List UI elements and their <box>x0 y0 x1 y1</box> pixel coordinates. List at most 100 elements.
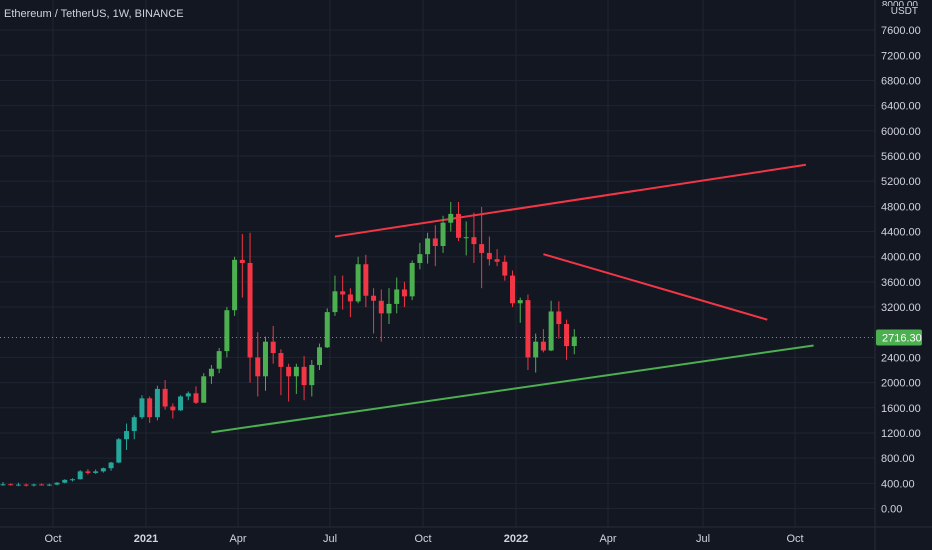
price-tick-label: 6400.00 <box>881 101 921 113</box>
candle <box>510 270 516 308</box>
descending-resistance-line <box>543 253 768 321</box>
candle-body <box>0 484 6 486</box>
price-tick-label: 4400.00 <box>881 227 921 239</box>
price-tick-label: 1200.00 <box>881 428 921 440</box>
candle-body <box>371 295 377 301</box>
price-tick-label: 1600.00 <box>881 403 921 415</box>
candle <box>355 256 361 304</box>
price-tick-label: 6000.00 <box>881 126 921 138</box>
candle-body <box>293 366 299 377</box>
candle <box>324 308 330 348</box>
candle-body <box>8 484 14 486</box>
candle-body <box>124 431 130 440</box>
candle <box>363 254 369 308</box>
candle <box>440 215 446 253</box>
candle <box>448 201 454 232</box>
grid <box>0 0 875 527</box>
price-tick-label: 0.00 <box>881 504 902 516</box>
candle-body <box>216 351 222 369</box>
candle <box>517 297 523 323</box>
candle-body <box>432 238 438 246</box>
candle <box>309 359 315 397</box>
trend-lines <box>211 163 814 434</box>
time-tick-label: Oct <box>414 533 431 545</box>
time-tick-label: 2021 <box>134 533 158 545</box>
time-tick-label: Oct <box>44 533 61 545</box>
candle-body <box>564 324 570 347</box>
candle-body <box>139 398 145 418</box>
candle <box>340 275 346 310</box>
candle-body <box>324 312 330 348</box>
candle-body <box>479 244 485 253</box>
candle <box>0 482 6 486</box>
price-tick-label: 7600.00 <box>881 25 921 37</box>
candle <box>131 415 137 440</box>
candle-body <box>23 484 29 486</box>
candle <box>239 234 245 298</box>
candle-body <box>548 311 554 351</box>
price-tick-label: 5200.00 <box>881 176 921 188</box>
candle-body <box>201 376 207 403</box>
candle <box>317 343 323 371</box>
candle <box>386 288 392 325</box>
candle <box>394 277 400 314</box>
candle <box>301 356 307 401</box>
candle-body <box>270 341 276 354</box>
candle <box>178 395 184 411</box>
scale-currency-label[interactable]: 8000.00 USDT <box>882 0 918 17</box>
candle <box>15 482 21 487</box>
candle <box>262 336 268 391</box>
candle <box>286 363 292 402</box>
candle <box>347 288 353 318</box>
candle-body <box>100 468 106 472</box>
candle-body <box>154 388 160 418</box>
candle <box>170 403 176 419</box>
candle-body <box>401 289 407 297</box>
time-tick-label: Jul <box>323 533 337 545</box>
candle-body <box>170 406 176 411</box>
candle <box>533 333 539 373</box>
candle-body <box>540 341 546 351</box>
candle <box>93 469 99 474</box>
candle <box>247 232 253 383</box>
price-tick-label: 7200.00 <box>881 50 921 62</box>
candle-body <box>409 262 415 297</box>
candle <box>139 395 145 420</box>
symbol-title: Ethereum / TetherUS, 1W, BINANCE <box>4 8 184 20</box>
candle-body <box>494 259 500 262</box>
candle <box>100 467 106 473</box>
candle-body <box>525 300 531 358</box>
candle-body <box>332 291 338 313</box>
candle <box>185 391 191 401</box>
candle-body <box>193 393 199 403</box>
candle-body <box>363 264 369 296</box>
time-tick-label: 2022 <box>504 533 528 545</box>
candle <box>270 325 276 364</box>
candle-body <box>131 417 137 432</box>
candle <box>401 281 407 308</box>
candle <box>147 396 153 423</box>
candle <box>409 260 415 301</box>
price-tick-label: 4800.00 <box>881 201 921 213</box>
candle <box>108 461 114 471</box>
time-axis[interactable]: Oct 2021 Apr Jul Oct 2022 Apr Jul Oct <box>0 526 932 545</box>
candle-body <box>278 353 284 367</box>
support-line <box>211 344 814 434</box>
candle-body <box>517 300 523 304</box>
price-tick-label: 400.00 <box>881 478 915 490</box>
candle <box>540 329 546 353</box>
price-tick-label: 5600.00 <box>881 151 921 163</box>
price-tick-label: 2000.00 <box>881 378 921 390</box>
candle <box>432 225 438 267</box>
candle <box>162 380 168 410</box>
candle <box>332 275 338 316</box>
last-price-badge <box>876 329 922 346</box>
candle <box>371 288 377 334</box>
price-axis[interactable]: 7600.00 7200.00 6800.00 6400.00 6000.00 5600.… <box>874 0 922 550</box>
candle-body <box>471 237 477 245</box>
candle <box>494 249 500 267</box>
candle <box>39 483 45 486</box>
time-tick-label: Jul <box>696 533 710 545</box>
candle <box>463 221 469 256</box>
